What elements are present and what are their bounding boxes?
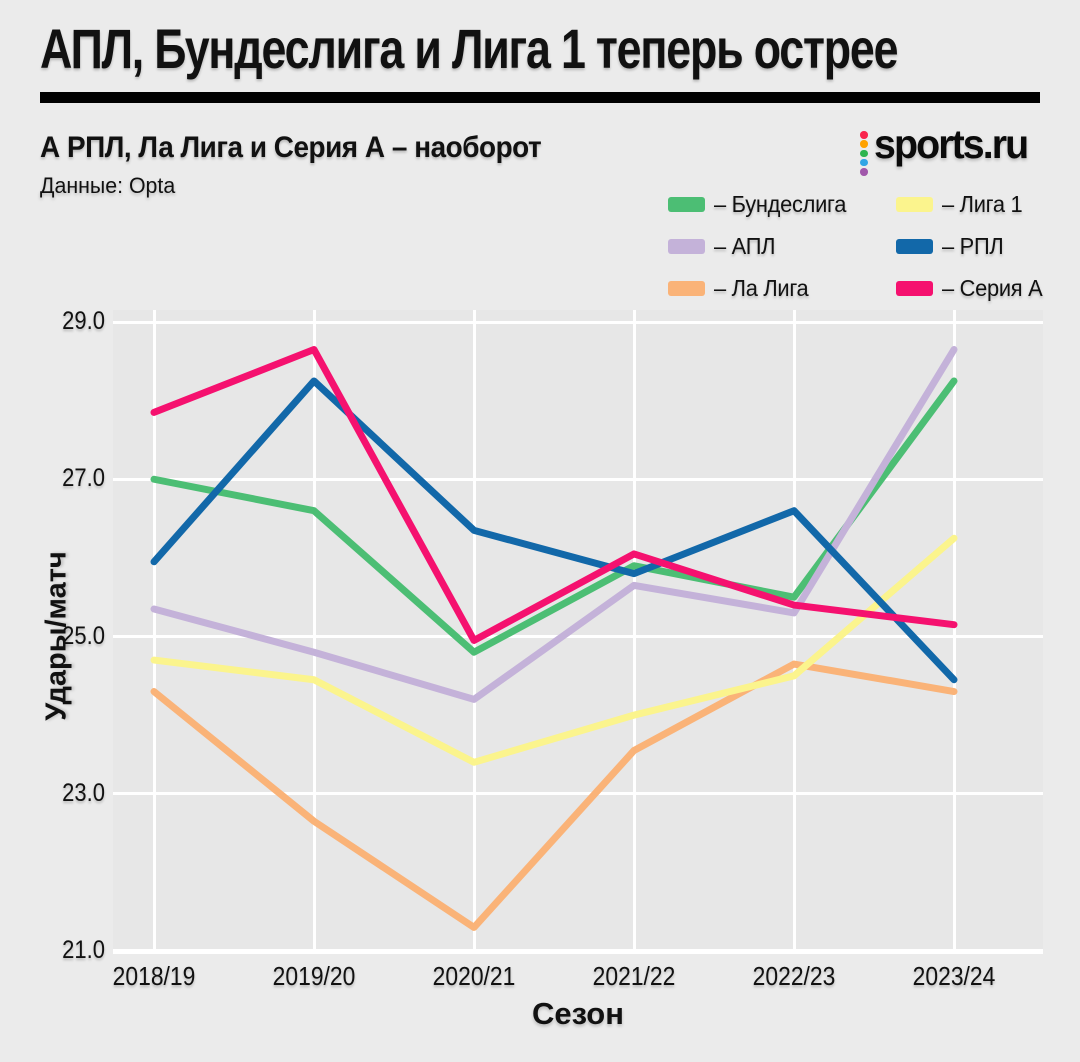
logo-dot-icon: [860, 168, 868, 176]
logo-text: sports.ru: [873, 121, 1029, 167]
gridline-vertical: [792, 310, 796, 951]
logo-dots-icon: [860, 131, 868, 176]
x-tick-label: 2018/19: [112, 961, 196, 991]
y-tick-label: 25.0: [62, 621, 105, 650]
legend-item: – АПЛ: [668, 225, 896, 267]
gridline-vertical: [152, 310, 156, 951]
legend-swatch: [896, 196, 933, 212]
title-divider: [40, 92, 1040, 103]
page-title: АПЛ, Бундеслига и Лига 1 теперь острее: [40, 17, 899, 80]
chart-legend: – Бундеслига – АПЛ – Ла Лига – Лига 1 – РПЛ –…: [668, 183, 1048, 309]
legend-label: – Бундеслига: [714, 190, 847, 217]
legend-swatch: [668, 238, 705, 254]
legend-swatch: [896, 238, 933, 254]
sports-ru-logo: sports.ru: [860, 120, 1033, 176]
gridline-horizontal: [113, 477, 1043, 481]
legend-swatch: [896, 280, 933, 296]
x-tick-label: 2020/21: [432, 961, 516, 991]
gridline-vertical: [312, 310, 316, 951]
legend-item: – Серия А: [896, 267, 1048, 309]
y-tick-label: 27.0: [62, 464, 105, 493]
x-tick-label: 2019/20: [272, 961, 356, 991]
legend-item: – Лига 1: [896, 183, 1048, 225]
legend-item: – Бундеслига: [668, 183, 896, 225]
legend-item: – Ла Лига: [668, 267, 896, 309]
x-tick-label: 2021/22: [592, 961, 676, 991]
y-tick-label: 23.0: [62, 778, 105, 807]
gridline-vertical: [952, 310, 956, 951]
legend-swatch: [668, 280, 705, 296]
gridline-horizontal: [113, 792, 1043, 796]
plot-area: [113, 310, 1043, 954]
gridline-horizontal: [113, 320, 1043, 324]
y-tick-label: 21.0: [62, 936, 105, 964]
legend-item: – РПЛ: [896, 225, 1048, 267]
data-source-label: Данные: Opta: [40, 173, 176, 198]
legend-label: – Ла Лига: [714, 274, 809, 301]
x-tick-label: 2023/24: [912, 961, 996, 991]
x-axis-title: Сезон: [532, 996, 624, 1031]
gridline-vertical: [632, 310, 636, 951]
logo-dot-icon: [860, 158, 868, 167]
y-tick-label: 29.0: [62, 307, 105, 335]
x-axis-line: [113, 949, 1043, 954]
x-tick-label: 2022/23: [752, 961, 836, 991]
logo-dot-icon: [860, 131, 868, 139]
legend-label: – Серия А: [942, 274, 1043, 301]
legend-label: – Лига 1: [942, 190, 1023, 217]
legend-swatch: [668, 196, 705, 212]
logo-dot-icon: [860, 140, 868, 148]
gridline-vertical: [472, 310, 476, 951]
legend-label: – РПЛ: [942, 232, 1004, 259]
gridline-horizontal: [113, 635, 1043, 638]
legend-label: – АПЛ: [714, 232, 776, 259]
page-subtitle: А РПЛ, Ла Лига и Серия А – наоборот: [40, 131, 542, 164]
y-axis-title: Удары/матч: [40, 551, 73, 721]
logo-dot-icon: [860, 149, 868, 158]
